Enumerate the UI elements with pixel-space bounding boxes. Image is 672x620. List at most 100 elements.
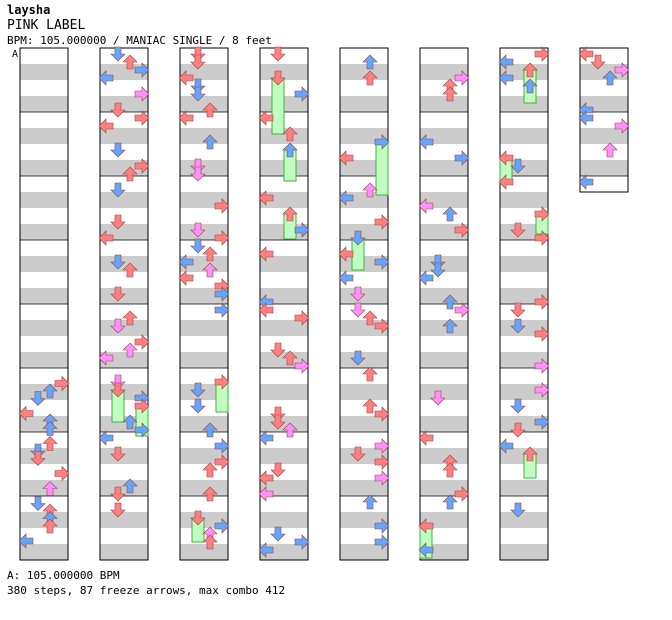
step-arrow [442, 462, 458, 478]
step-arrow [110, 254, 126, 270]
beat-stripe [20, 192, 68, 208]
step-arrow [98, 230, 114, 246]
step-arrow [534, 46, 550, 62]
step-arrow [178, 270, 194, 286]
step-arrow [30, 451, 46, 466]
step-arrow [614, 62, 630, 78]
step-arrow [202, 262, 218, 278]
step-arrow [374, 214, 390, 230]
step-arrow [498, 438, 514, 454]
bpm-legend: A: 105.000000 BPM [7, 569, 120, 582]
step-arrow [110, 318, 126, 334]
step-arrow [294, 358, 310, 374]
step-arrow [202, 246, 218, 262]
step-arrow [178, 70, 194, 86]
step-arrow [374, 470, 390, 486]
step-arrow [442, 206, 458, 222]
step-arrow [98, 430, 114, 446]
step-arrow [510, 318, 526, 334]
step-arrow [134, 158, 150, 174]
step-arrow [190, 86, 206, 102]
step-arrow [498, 150, 514, 166]
beat-stripe [100, 128, 148, 144]
step-arrow [454, 222, 470, 238]
step-arrow [270, 526, 286, 542]
step-arrow [270, 70, 286, 86]
step-arrow [54, 465, 70, 482]
step-arrow [190, 78, 206, 94]
step-arrow [42, 383, 58, 399]
step-arrow [134, 62, 150, 78]
step-arrow [454, 486, 470, 502]
step-arrow [522, 78, 538, 94]
step-arrow [110, 502, 126, 518]
step-arrow [214, 438, 230, 454]
step-arrow [110, 182, 126, 198]
step-arrow [54, 375, 70, 392]
step-arrow [190, 222, 206, 238]
step-arrow [134, 422, 150, 438]
beat-stripe [420, 96, 468, 112]
step-arrow [214, 518, 230, 534]
step-arrow [522, 62, 538, 78]
step-arrow [350, 230, 366, 246]
beat-stripe [260, 64, 308, 80]
step-arrow [534, 326, 550, 342]
step-arrow [122, 414, 138, 430]
step-arrow [430, 262, 446, 278]
step-arrow [202, 486, 218, 502]
step-arrow [362, 310, 378, 326]
step-arrow [258, 430, 274, 446]
beat-stripe [340, 288, 388, 304]
beat-stripe [20, 224, 68, 240]
beat-stripe [100, 448, 148, 464]
step-arrow [350, 286, 366, 302]
step-arrow [350, 446, 366, 462]
step-arrow [110, 286, 126, 302]
beat-stripe [180, 480, 228, 496]
beat-stripe [180, 416, 228, 432]
beat-stripe [20, 448, 68, 464]
step-arrow [122, 262, 138, 278]
step-arrow [190, 398, 206, 414]
step-arrow [190, 54, 206, 70]
step-arrow [282, 142, 298, 158]
step-arrow [510, 302, 526, 318]
step-arrow [362, 54, 378, 70]
beat-stripe [420, 352, 468, 368]
step-arrow [258, 470, 274, 486]
step-arrow [510, 398, 526, 414]
step-arrow [374, 406, 390, 422]
beat-stripe [100, 512, 148, 528]
step-arrow [374, 518, 390, 534]
step-arrow [498, 54, 514, 70]
step-arrow [190, 166, 206, 182]
measure-column [19, 47, 69, 561]
step-arrow [430, 390, 446, 406]
beat-stripe [340, 64, 388, 80]
step-arrow [454, 302, 470, 318]
beat-stripe [340, 224, 388, 240]
measure-column [499, 47, 549, 561]
beat-stripe [420, 416, 468, 432]
beat-stripe [420, 288, 468, 304]
beat-stripe [420, 160, 468, 176]
beat-stripe [260, 416, 308, 432]
beat-stripe [260, 448, 308, 464]
measure-column [259, 47, 309, 561]
step-arrow [374, 454, 390, 470]
step-arrow [270, 414, 286, 430]
step-arrow [614, 118, 630, 134]
step-arrow [18, 533, 34, 549]
step-arrow [134, 86, 150, 102]
step-arrow [362, 398, 378, 414]
step-arrow [258, 246, 274, 262]
beat-stripe [20, 320, 68, 336]
beat-stripe [500, 128, 548, 144]
step-arrow [202, 422, 218, 438]
step-arrow [338, 150, 354, 166]
step-arrow [270, 342, 286, 358]
step-arrow [418, 518, 434, 534]
beat-stripe [20, 352, 68, 368]
beat-stripe [420, 384, 468, 400]
